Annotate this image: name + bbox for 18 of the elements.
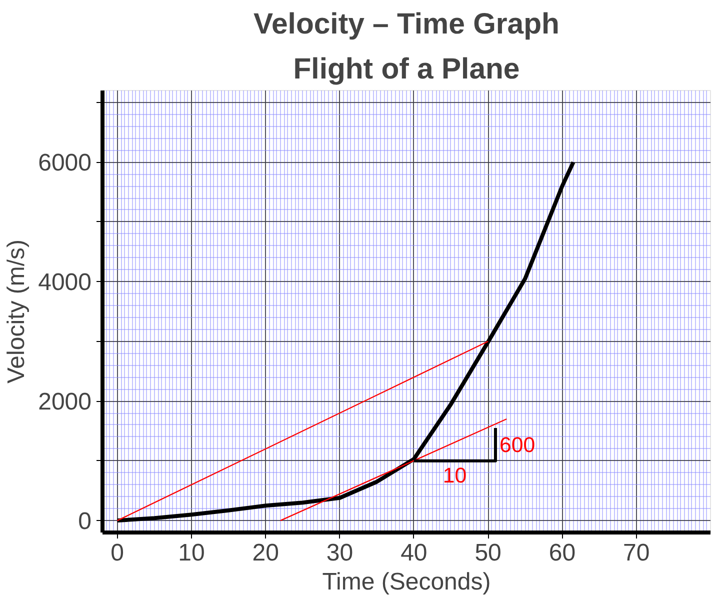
annotation: 600 <box>499 432 536 457</box>
annotation: 10 <box>442 463 467 488</box>
y-axis-title: Velocity (m/s) <box>3 239 30 384</box>
x-tick-label: 10 <box>178 540 205 566</box>
y-tick-label: 0 <box>78 508 92 536</box>
chart-subtitle: Flight of a Plane <box>293 52 520 86</box>
x-tick-label: 50 <box>474 540 502 566</box>
x-tick-label: 40 <box>400 540 428 566</box>
x-tick-label: 0 <box>110 540 124 566</box>
y-tick-label: 6000 <box>38 150 92 177</box>
x-tick-label: 70 <box>623 540 650 566</box>
x-axis-title: Time (Seconds) <box>322 568 491 596</box>
y-tick-label: 2000 <box>38 388 92 416</box>
chart-title: Velocity – Time Graph <box>254 8 560 40</box>
y-tick-label: 4000 <box>38 269 92 296</box>
x-tick-label: 60 <box>548 540 576 566</box>
x-tick-label: 30 <box>326 540 354 566</box>
x-tick-label: 20 <box>252 540 279 566</box>
